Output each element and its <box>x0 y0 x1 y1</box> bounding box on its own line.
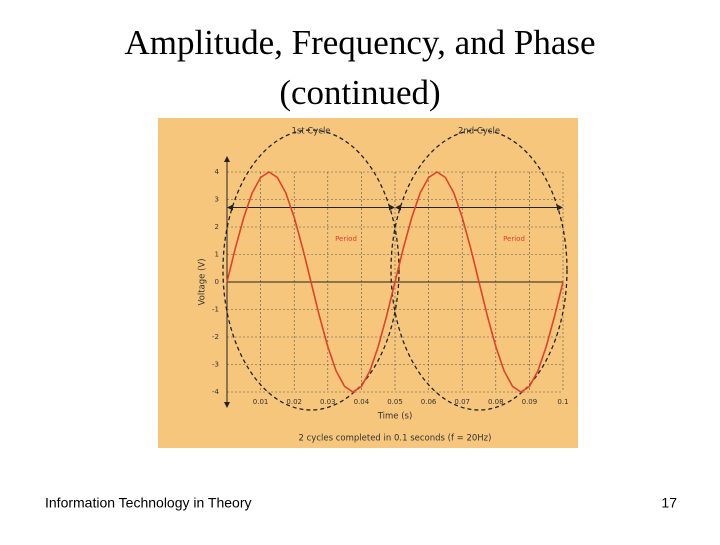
cycle-outline <box>390 129 568 411</box>
y-tick-label: -1 <box>212 306 219 314</box>
x-tick-label: 0.04 <box>354 398 370 406</box>
x-tick-label: 0.07 <box>454 398 470 406</box>
y-tick-label: 3 <box>215 196 219 204</box>
y-tick-label: -3 <box>212 361 219 369</box>
cycle-label: 2nd Cycle <box>458 127 500 137</box>
period-label: Period <box>503 235 525 243</box>
y-tick-label: 1 <box>215 251 219 259</box>
x-tick-label: 0.03 <box>320 398 336 406</box>
page-number: 17 <box>661 495 677 511</box>
x-tick-label: 0.01 <box>253 398 269 406</box>
chart: -4 -3 -2 -1 0 1 2 3 4 0.01 0.02 0.03 0.04 0.05 0.06 0.0… <box>198 127 569 444</box>
footer: Information Technology in Theory <box>45 495 252 511</box>
slide-title: Amplitude, Frequency, and Phase <box>124 23 595 62</box>
period-label: Period <box>335 235 357 243</box>
x-tick-label: 0.05 <box>387 398 403 406</box>
x-tick-label: 0.09 <box>522 398 538 406</box>
x-tick-label: 0.08 <box>488 398 504 406</box>
y-tick-label: -2 <box>212 333 219 341</box>
x-tick-label: 0.1 <box>557 398 568 406</box>
y-tick-label: 4 <box>215 168 220 176</box>
cycle-label: 1st Cycle <box>291 127 330 137</box>
signal-line <box>226 171 564 393</box>
cycle-outline <box>222 129 400 411</box>
x-tick-label: 0.02 <box>286 398 302 406</box>
y-tick-label: -4 <box>212 388 220 396</box>
y-axis-label: Voltage (V) <box>198 258 208 305</box>
x-tick-label: 0.06 <box>421 398 437 406</box>
x-axis-label: Time (s) <box>377 412 413 422</box>
y-tick-label: 2 <box>215 223 219 231</box>
caption: 2 cycles completed in 0.1 seconds (f = 2… <box>299 434 492 444</box>
slide-title: (continued) <box>279 73 440 112</box>
y-tick-label: 0 <box>215 278 219 286</box>
